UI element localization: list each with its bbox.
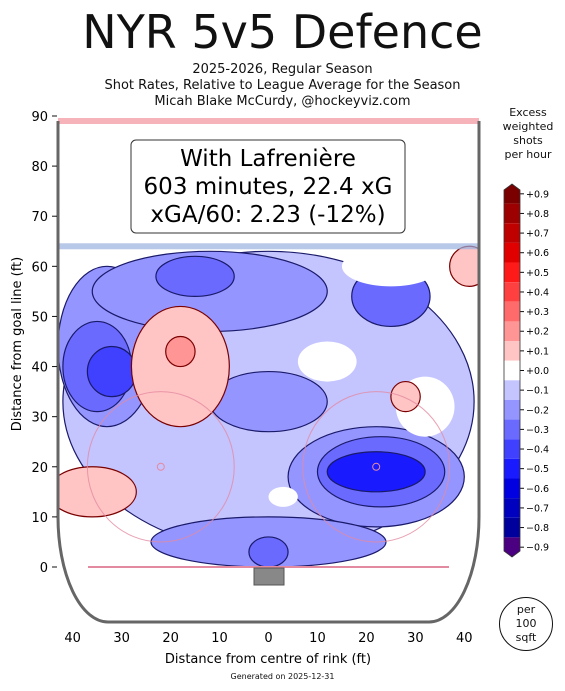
goal-net: [253, 567, 285, 586]
colorbar-label-5: +0.5: [526, 268, 549, 279]
x-tick-label-2: 30: [113, 631, 130, 646]
chart-title: NYR 5v5 Defence: [82, 5, 483, 59]
colorbar-label-15: −0.5: [526, 464, 549, 475]
colorbar-label-8: +0.2: [526, 327, 549, 338]
annotation-line-2: 603 minutes, 22.4 xG: [144, 174, 393, 200]
colorbar-title-line1: Excess: [509, 106, 547, 119]
heatmap-region-13: [326, 451, 426, 493]
x-axis-label: Distance from centre of rink (ft): [165, 652, 371, 667]
y-tick-label-0: 0: [40, 561, 48, 576]
annotation-line-3: xGA/60: 2.23 (-12%): [150, 202, 385, 228]
faceoff-dot-2: [372, 462, 381, 471]
heatmap-region-11: [155, 255, 235, 297]
colorbar-label-4: +0.6: [526, 248, 549, 259]
rink-boards: [56, 121, 481, 624]
colorbar-segment-14: [504, 439, 520, 459]
y-tick-label-90: 90: [31, 110, 48, 125]
colorbar-label-13: −0.3: [526, 425, 549, 436]
heatmap-region-14: [268, 486, 298, 507]
colorbar-label-11: −0.1: [526, 386, 549, 397]
chart-subtitle-author: Micah Blake McCurdy, @hockeyviz.com: [154, 94, 411, 109]
y-tick-label-10: 10: [31, 511, 48, 526]
faceoff-circle-2: [302, 391, 451, 543]
colorbar-segment-5: [504, 262, 520, 283]
annotation-line-1: With Lafrenière: [180, 146, 356, 172]
generated-date: Generated on 2025-12-31: [230, 672, 335, 681]
colorbar-segment-16: [504, 478, 520, 499]
annotation-box: With Lafrenière 603 minutes, 22.4 xG xGA…: [130, 139, 406, 234]
y-tick-label-70: 70: [31, 210, 48, 225]
colorbar-label-9: +0.1: [526, 346, 549, 357]
heatmap-region-21: [449, 245, 479, 287]
x-tick-label-6: 10: [309, 631, 326, 646]
colorbar-label-2: +0.8: [526, 209, 549, 220]
colorbar-segment-12: [504, 399, 520, 420]
colorbar-segment-17: [504, 498, 520, 518]
colorbar-label-18: −0.8: [526, 523, 549, 534]
x-tick-label-3: 20: [162, 631, 179, 646]
colorbar-label-3: +0.7: [526, 229, 549, 240]
colorbar-outline: [503, 183, 521, 558]
per-unit-line-1: per: [516, 603, 536, 616]
red-line: [58, 118, 479, 124]
heatmap-region-15: [297, 341, 357, 382]
colorbar-label-19: −0.9: [526, 543, 549, 554]
heatmap-region-17: [341, 246, 440, 287]
heatmap-region-22: [165, 335, 196, 368]
colorbar-label-10: +0.0: [526, 366, 549, 377]
colorbar-label-14: −0.4: [526, 445, 549, 456]
colorbar-label-6: +0.4: [526, 287, 549, 298]
colorbar-segment-15: [504, 458, 520, 479]
colorbar-segment-3: [504, 223, 520, 243]
colorbar-label-17: −0.7: [526, 503, 549, 514]
faceoff-circle-1: [86, 391, 235, 543]
y-tick-label-20: 20: [31, 461, 48, 476]
colorbar-label-16: −0.6: [526, 484, 549, 495]
heatmap-region-20: [390, 380, 421, 413]
y-tick-label-80: 80: [31, 160, 48, 175]
heatmap-region-9: [248, 536, 289, 568]
x-tick-label-4: 10: [211, 631, 228, 646]
colorbar-label-7: +0.3: [526, 307, 549, 318]
colorbar-segment-4: [504, 242, 520, 263]
colorbar-segment-1: [504, 184, 520, 204]
per-unit-badge: per 100 sqft: [499, 597, 553, 651]
colorbar-title-line2: weighted: [502, 120, 554, 133]
chart-subtitle-season: 2025-2026, Regular Season: [192, 62, 373, 77]
per-unit-line-3: sqft: [515, 631, 537, 644]
y-tick-label-40: 40: [31, 361, 48, 376]
y-tick-label-60: 60: [31, 260, 48, 275]
x-tick-label-5: 0: [264, 631, 272, 646]
y-tick-label-30: 30: [31, 411, 48, 426]
colorbar-segment-7: [504, 301, 520, 322]
colorbar-segment-2: [504, 203, 520, 224]
heatmap-region-19: [58, 466, 137, 518]
colorbar-segment-11: [504, 380, 520, 400]
heatmap-region-12: [86, 345, 137, 398]
colorbar-segment-10: [504, 360, 520, 381]
colorbar-segment-8: [504, 321, 520, 342]
chart-subtitle-description: Shot Rates, Relative to League Average f…: [104, 78, 461, 93]
faceoff-dot-1: [156, 462, 165, 471]
colorbar-label-1: +0.9: [526, 189, 549, 200]
colorbar-title-line4: per hour: [504, 148, 552, 161]
colorbar-label-12: −0.2: [526, 405, 549, 416]
blue-line: [58, 243, 479, 250]
colorbar-segment-19: [504, 537, 520, 557]
y-axis-label: Distance from goal line (ft): [10, 257, 25, 431]
colorbar-segment-13: [504, 419, 520, 440]
y-tick-label-50: 50: [31, 310, 48, 325]
per-unit-line-2: 100: [515, 617, 537, 630]
colorbar-title-line3: shots: [513, 134, 543, 147]
x-tick-label-9: 40: [456, 631, 473, 646]
x-tick-label-8: 30: [407, 631, 424, 646]
colorbar-segment-9: [504, 341, 520, 361]
colorbar-segment-18: [504, 517, 520, 538]
x-tick-label-1: 40: [64, 631, 81, 646]
x-tick-label-7: 20: [358, 631, 375, 646]
colorbar-segment-6: [504, 282, 520, 302]
